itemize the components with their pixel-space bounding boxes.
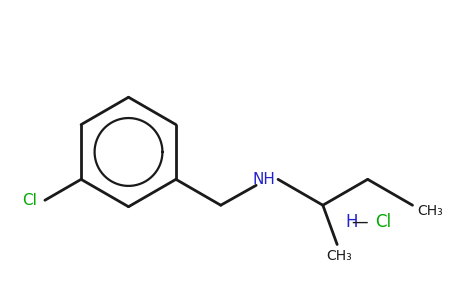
Text: CH₃: CH₃ — [326, 249, 352, 263]
Text: —: — — [351, 213, 368, 231]
Text: NH: NH — [253, 172, 275, 187]
Text: CH₃: CH₃ — [418, 204, 443, 218]
Text: Cl: Cl — [22, 193, 37, 208]
Text: H: H — [345, 213, 357, 231]
Text: Cl: Cl — [375, 213, 392, 231]
